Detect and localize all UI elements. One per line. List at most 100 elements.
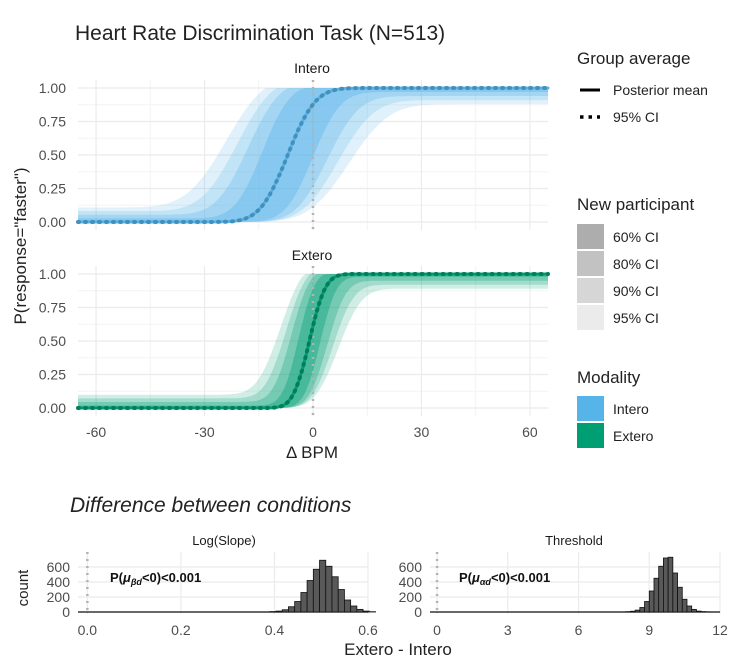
- ci-band-60: [78, 274, 548, 408]
- hist-bar: [634, 609, 641, 613]
- annotation-logslope-suffix: <0)<0.001: [142, 570, 201, 585]
- hist-x-tick-label: 0.2: [171, 622, 191, 638]
- hist-bar: [653, 577, 660, 613]
- ci-band-80: [78, 274, 548, 408]
- legend-95ci: 95% CI: [613, 109, 659, 125]
- y-tick-label: 0.75: [39, 300, 66, 316]
- annotation-threshold-suffix: <0)<0.001: [491, 570, 550, 585]
- hist-x-tick-label: 0: [433, 622, 441, 638]
- hist-bar: [350, 605, 358, 613]
- y-tick-label: 0.50: [39, 147, 66, 163]
- hist-bar: [658, 565, 664, 613]
- hist-y-tick-label: 600: [399, 559, 423, 575]
- y-tick-label: 0.25: [39, 367, 66, 383]
- hist-y-tick-label: 0: [414, 604, 422, 620]
- legend-modality-title: Modality: [577, 368, 641, 387]
- x-tick-labels: -60 -30 0 30 60: [86, 424, 538, 440]
- annotation-threshold-sub: αd: [480, 577, 492, 587]
- legend-ci60: 60% CI: [613, 229, 659, 245]
- ci-band-90: [78, 88, 548, 222]
- hist-bar: [648, 590, 655, 613]
- hist-bar: [667, 556, 674, 613]
- hist-bar: [312, 568, 320, 613]
- legend-ci95: 95% CI: [613, 310, 659, 326]
- hist-x-tick-label: 0.6: [358, 622, 378, 638]
- hist-y-tick-label: 200: [399, 589, 423, 605]
- x-tick-label: -60: [86, 424, 106, 440]
- hist-y-tick-label: 400: [47, 574, 71, 590]
- hist-bar: [644, 601, 650, 613]
- group-ci-dots: [76, 272, 550, 410]
- annotation-threshold-mu: μ: [471, 570, 480, 585]
- bottom-y-label: count: [15, 569, 32, 607]
- hist-bar: [344, 599, 352, 613]
- hist-bar: [677, 586, 683, 613]
- hist-bar: [319, 559, 327, 613]
- hist-bar: [691, 608, 697, 613]
- bottom-title: Difference between conditions: [70, 494, 352, 517]
- y-tick-label: 0.00: [39, 400, 66, 416]
- hist-bar: [686, 605, 693, 613]
- legend-intero: Intero: [613, 401, 649, 417]
- legend-ci80: 80% CI: [613, 256, 659, 272]
- hist-bar: [294, 601, 302, 613]
- plot-panel-extero: [76, 266, 550, 416]
- figure-title: Heart Rate Discrimination Task (N=513): [75, 22, 445, 45]
- legend-extero: Extero: [613, 428, 654, 444]
- hist-bar: [663, 557, 669, 613]
- y-axis-label: P(response="faster"): [11, 167, 30, 324]
- hist-x-tick-label: 0.4: [265, 622, 285, 638]
- hist-x-tick-label: 9: [645, 622, 653, 638]
- annotation-logslope-mu: μ: [122, 570, 131, 585]
- y-tick-label: 1.00: [39, 266, 66, 282]
- panel-label-extero: Extero: [292, 247, 333, 263]
- hist-bar: [331, 576, 339, 613]
- hist-bar: [275, 610, 283, 613]
- hist-bar: [306, 580, 314, 613]
- x-axis-label: Δ BPM: [286, 443, 338, 462]
- hist-bar: [356, 608, 364, 613]
- hist-bar: [630, 610, 636, 613]
- annotation-threshold: P(μαd<0)<0.001: [459, 570, 550, 587]
- y-tick-label: 0.00: [39, 214, 66, 230]
- hist-x-tick-label: 3: [504, 622, 512, 638]
- legend-extero-swatch: [577, 423, 604, 448]
- hist-y-tick-label: 200: [47, 589, 71, 605]
- legend-ci90: 90% CI: [613, 283, 659, 299]
- y-tick-label: 0.50: [39, 333, 66, 349]
- x-tick-label: 0: [309, 424, 317, 440]
- plot-panel-intero: [76, 80, 550, 230]
- legend-ci90-swatch: [577, 278, 604, 303]
- hist-x-tick-label: 0.0: [78, 622, 98, 638]
- hist-bar: [639, 607, 645, 613]
- hist-bar: [281, 609, 289, 613]
- annotation-threshold-prefix: P(: [459, 570, 473, 585]
- legend-group-title: Group average: [577, 49, 690, 68]
- hist-title-threshold: Threshold: [545, 533, 603, 548]
- x-tick-label: -30: [194, 424, 214, 440]
- panel-label-intero: Intero: [294, 60, 330, 76]
- x-tick-label: 30: [414, 424, 430, 440]
- y-tick-label: 0.25: [39, 181, 66, 197]
- ci-band-95: [78, 88, 548, 222]
- legend-posterior-mean: Posterior mean: [613, 82, 708, 98]
- hist-bar: [325, 565, 333, 613]
- annotation-logslope: P(μβd<0)<0.001: [110, 570, 201, 587]
- hist-bar: [681, 598, 688, 613]
- hist-y-tick-label: 600: [47, 559, 71, 575]
- hist-bar: [362, 610, 370, 613]
- hist-y-tick-label: 400: [399, 574, 423, 590]
- x-tick-label: 60: [522, 424, 538, 440]
- legend: Group average Posterior mean 95% CI New …: [577, 49, 708, 448]
- annotation-logslope-prefix: P(: [110, 570, 124, 585]
- legend-ci95-swatch: [577, 305, 604, 330]
- hist-bar: [696, 610, 702, 613]
- annotation-logslope-sub: βd: [130, 577, 143, 587]
- bottom-x-label: Extero - Intero: [344, 640, 452, 659]
- hist-bar: [300, 592, 308, 613]
- hist-x-tick-label: 12: [712, 622, 728, 638]
- ci-band-80: [78, 88, 548, 222]
- group-ci-dots: [76, 86, 550, 224]
